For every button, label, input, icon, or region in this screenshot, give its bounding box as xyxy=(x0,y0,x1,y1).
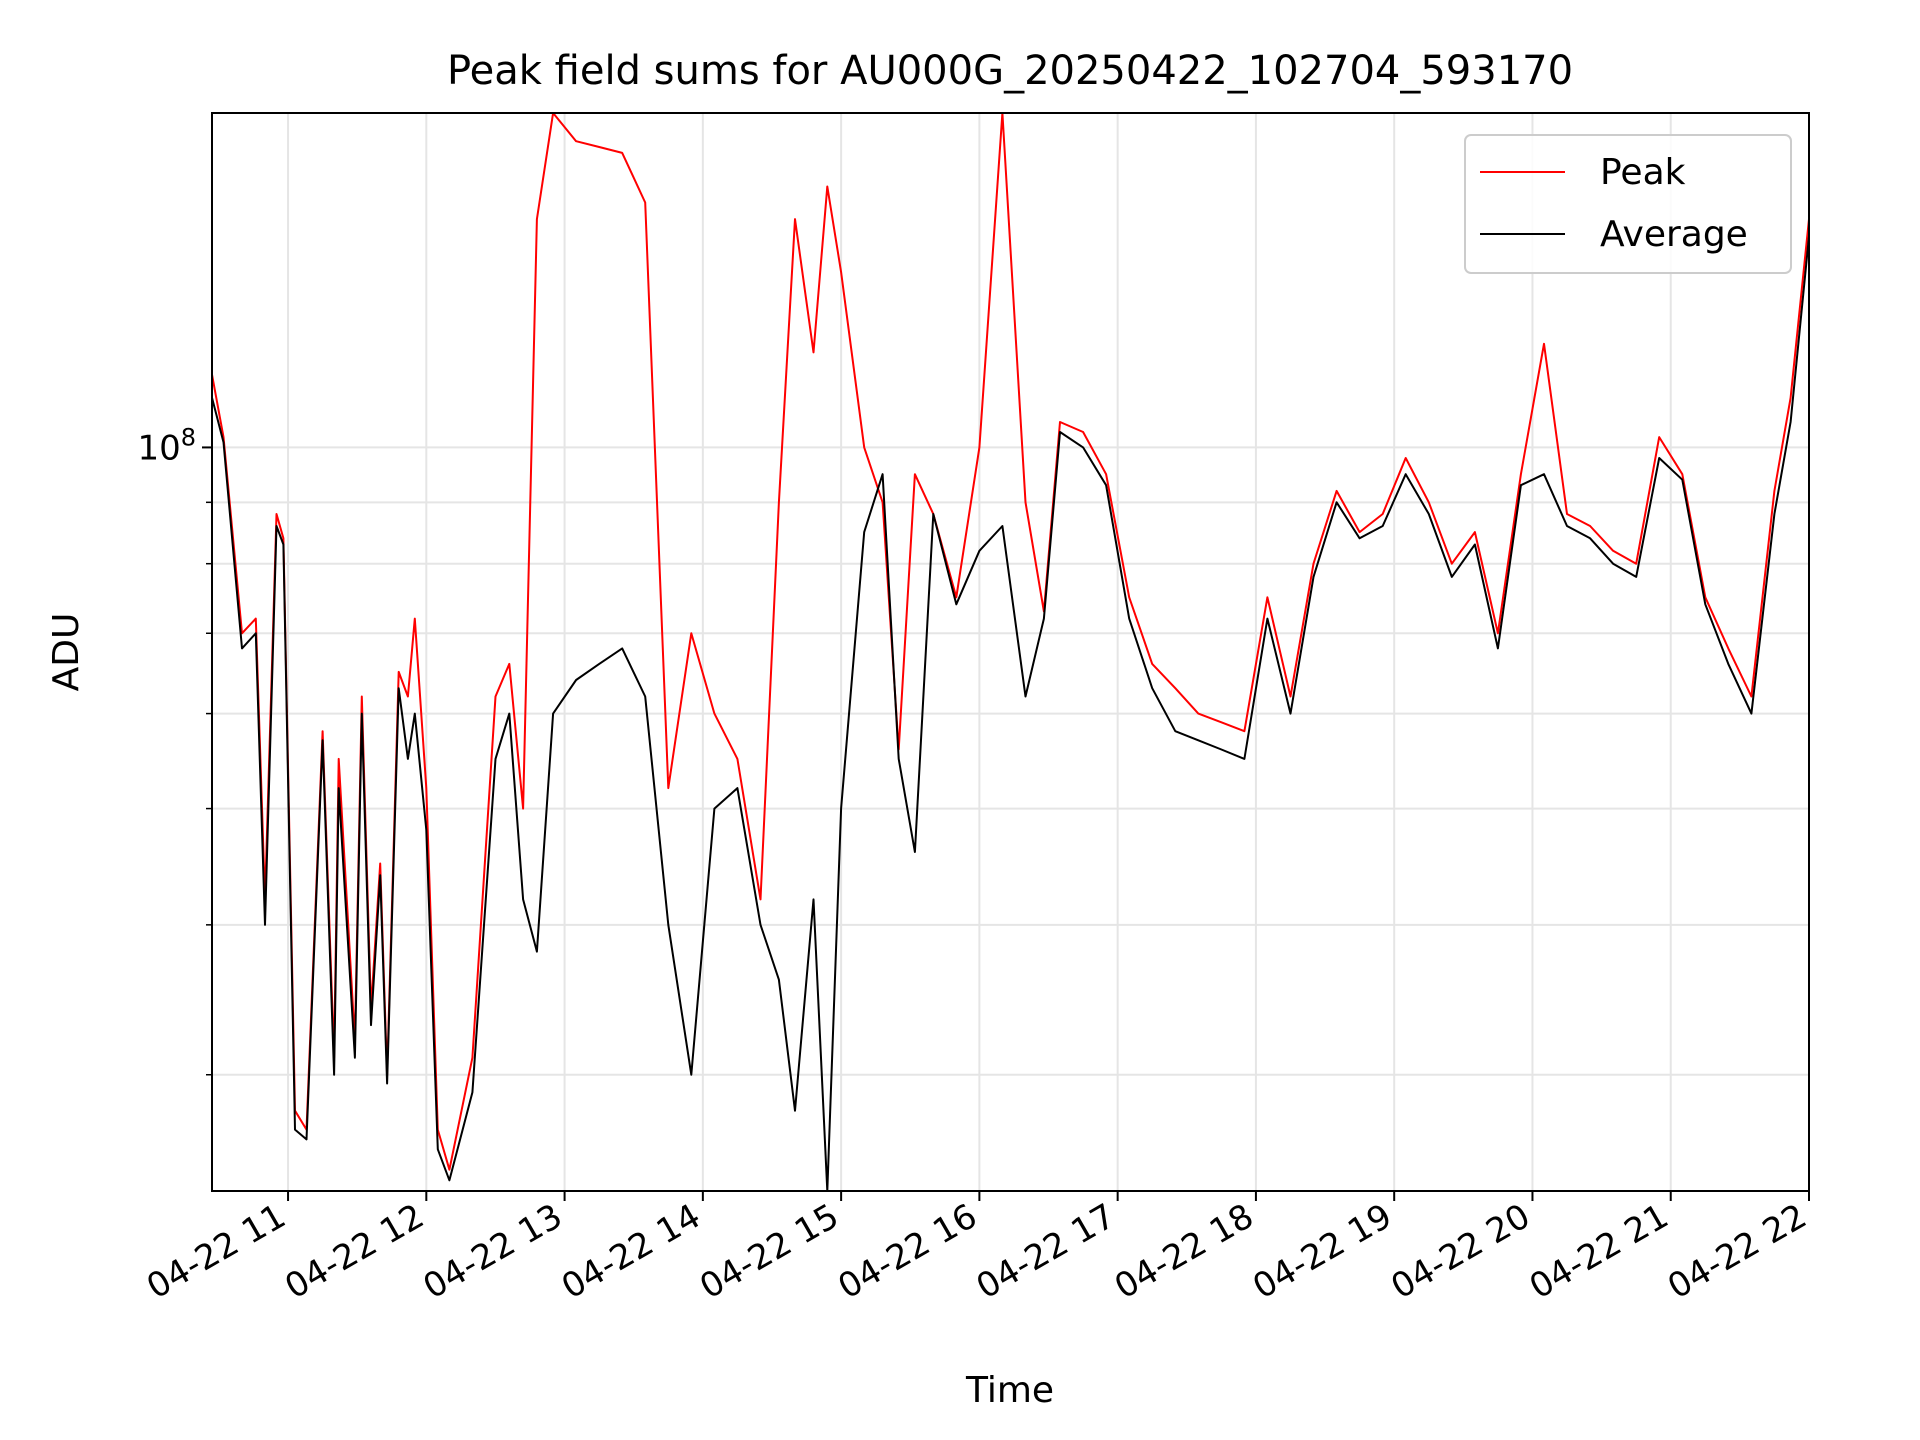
x-axis-label: Time xyxy=(965,1370,1054,1411)
legend-label-peak: Peak xyxy=(1600,152,1686,193)
y-tick-label: 108 xyxy=(137,423,196,468)
legend: Peak Average xyxy=(1464,134,1792,274)
chart-title: Peak field sums for AU000G_20250422_1027… xyxy=(447,48,1573,94)
y-axis-label: ADU xyxy=(46,613,87,692)
grid-lines xyxy=(212,113,1810,1191)
legend-label-average: Average xyxy=(1600,214,1748,255)
plot-frame xyxy=(211,112,1810,1192)
series-layer xyxy=(211,112,1810,1192)
series-line-average xyxy=(211,236,1810,1192)
y-axis-ticks: 108 xyxy=(137,423,212,1076)
legend-box xyxy=(1464,134,1792,274)
